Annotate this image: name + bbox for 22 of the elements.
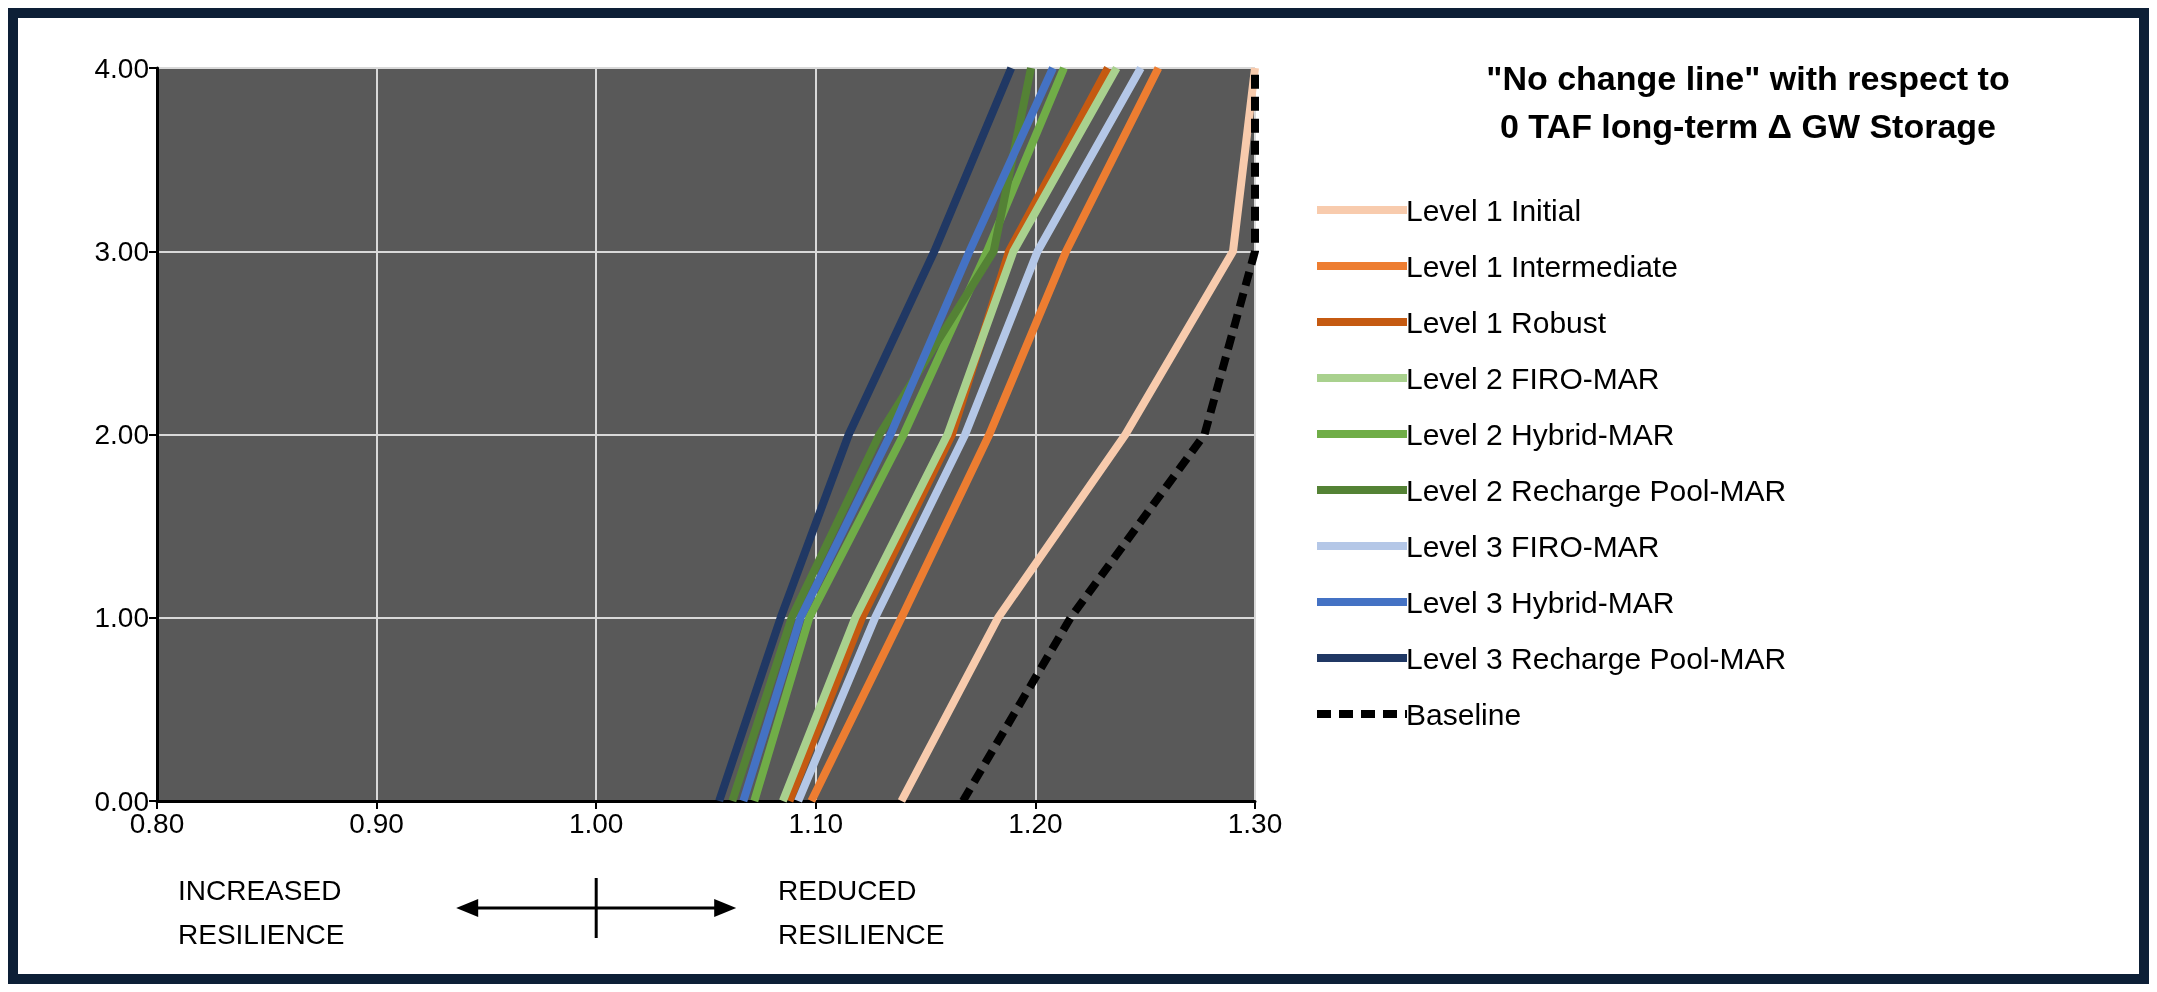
legend-label: Level 3 Recharge Pool-MAR xyxy=(1406,641,1787,675)
y-tick-label: 3.00 xyxy=(94,235,149,267)
legend-label: Level 2 FIRO-MAR xyxy=(1406,361,1660,395)
text: REDUCED RESILIENCE xyxy=(778,874,945,950)
x-tick-label: 1.10 xyxy=(788,807,844,839)
legend-label: Level 1 Initial xyxy=(1406,193,1582,227)
x-tick-label: 0.90 xyxy=(349,807,404,839)
text: INCREASED RESILIENCE xyxy=(178,874,345,950)
y-tick-label: 1.00 xyxy=(94,602,149,634)
legend-label: Baseline xyxy=(1406,697,1522,731)
x-tick-label: 1.00 xyxy=(568,807,624,839)
legend-label: Level 3 FIRO-MAR xyxy=(1406,529,1660,563)
legend-label: Level 2 Hybrid-MAR xyxy=(1406,417,1675,451)
x-tick-label: 1.30 xyxy=(1227,807,1283,839)
legend-label: Level 2 Recharge Pool-MAR xyxy=(1406,473,1787,507)
legend-label: Level 3 Hybrid-MAR xyxy=(1406,585,1675,619)
legend-label: Level 1 Robust xyxy=(1406,305,1607,339)
y-tick-label: 2.00 xyxy=(94,419,149,450)
y-tick-label: 4.00 xyxy=(94,52,149,84)
legend-label: Level 1 Intermediate xyxy=(1406,249,1678,283)
x-tick-label: 1.20 xyxy=(1008,807,1063,839)
legend-title: "No change line" with respect to 0 TAF long-term Δ GW Storage xyxy=(1486,59,2010,145)
